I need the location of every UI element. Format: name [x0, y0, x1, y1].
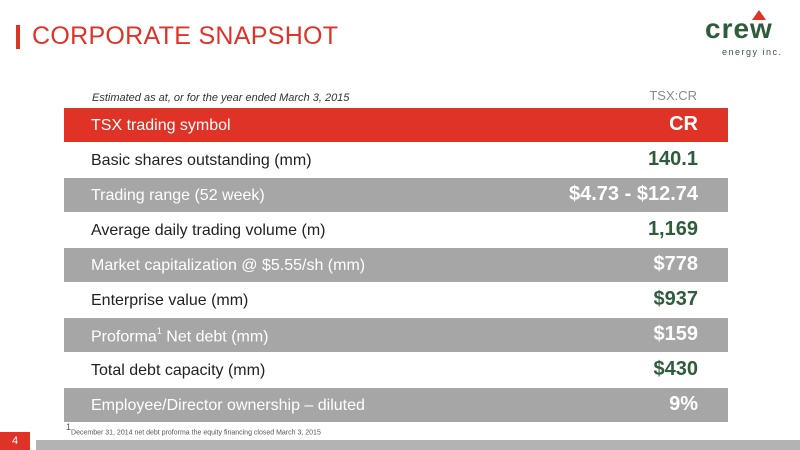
table-row: Total debt capacity (mm) $430: [64, 353, 728, 388]
footer-bar: [36, 440, 800, 450]
title-accent-bar: [16, 25, 20, 49]
row-value: $778: [653, 253, 699, 275]
row-label: TSX trading symbol: [91, 117, 231, 134]
page-title: CORPORATE SNAPSHOT: [32, 22, 339, 50]
row-label: Employee/Director ownership – diluted: [91, 397, 365, 414]
table-row: Basic shares outstanding (mm) 140.1: [64, 143, 728, 178]
table-row: Employee/Director ownership – diluted 9%: [64, 388, 728, 423]
table-row: Enterprise value (mm) $937: [64, 283, 728, 318]
ticker-label: TSX:CR: [649, 88, 697, 103]
snapshot-table: TSX trading symbol CR Basic shares outst…: [64, 108, 728, 423]
row-value: 9%: [669, 393, 698, 415]
row-value: $4.73 - $12.74: [569, 183, 698, 205]
row-value: $937: [653, 288, 699, 310]
row-label: Enterprise value (mm): [91, 292, 249, 309]
row-label: Proforma1 Net debt (mm): [91, 326, 269, 346]
row-value: CR: [669, 113, 698, 135]
row-label: Basic shares outstanding (mm): [91, 152, 312, 169]
row-value: $159: [653, 323, 699, 345]
table-row: Trading range (52 week) $4.73 - $12.74: [64, 178, 728, 213]
row-label: Market capitalization @ $5.55/sh (mm): [91, 257, 366, 274]
table-row: Proforma1 Net debt (mm) $159: [64, 318, 728, 353]
table-row: Market capitalization @ $5.55/sh (mm) $7…: [64, 248, 728, 283]
row-value: $430: [653, 358, 699, 380]
row-value: 140.1: [647, 148, 698, 170]
table-row: Average daily trading volume (m) 1,169: [64, 213, 728, 248]
row-label: Total debt capacity (mm): [91, 362, 266, 379]
row-value: 1,169: [647, 218, 698, 240]
table-row: TSX trading symbol CR: [64, 108, 728, 143]
footnote: 1December 31, 2014 net debt proforma the…: [66, 422, 321, 437]
table-caption: Estimated as at, or for the year ended M…: [92, 92, 350, 104]
row-label: Average daily trading volume (m): [91, 222, 326, 239]
crew-logo: crew energy inc.: [705, 10, 793, 58]
logo-subtitle: energy inc.: [722, 47, 783, 57]
row-label: Trading range (52 week): [91, 187, 265, 204]
page-number: 4: [0, 432, 30, 450]
logo-triangle-icon: [752, 10, 766, 20]
